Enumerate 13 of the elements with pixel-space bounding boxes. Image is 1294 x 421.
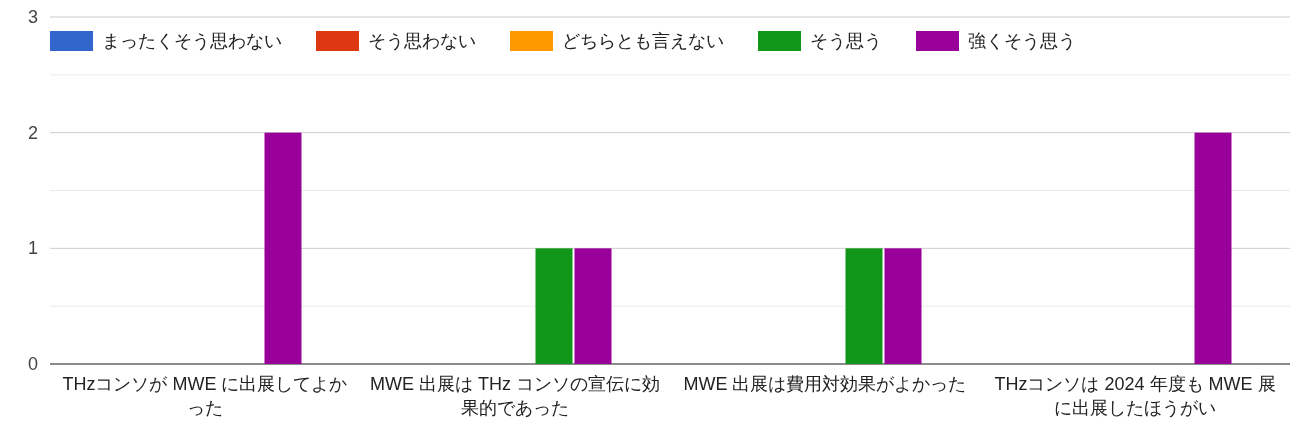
legend-label: そう思う [810,31,882,51]
x-tick-label: MWE 出展は THz コンソの宣伝に効果的であった [370,374,660,418]
x-tick-label: THzコンソが MWE に出展してよかった [62,374,348,418]
y-tick-label: 0 [27,354,38,374]
legend-label: そう思わない [368,31,476,51]
x-tick-label: MWE 出展は費用対効果がよかった [683,374,967,394]
legend-label: まったくそう思わない [102,31,282,51]
y-tick-label: 2 [27,122,38,143]
y-tick-label: 1 [27,238,38,259]
legend-label: 強くそう思う [968,31,1076,51]
x-tick-label: THzコンソは 2024 年度も MWE 展に出展したほうがい [994,374,1276,418]
legend-label: どちらとも言えない [562,31,724,51]
y-tick-label: 3 [27,7,38,27]
